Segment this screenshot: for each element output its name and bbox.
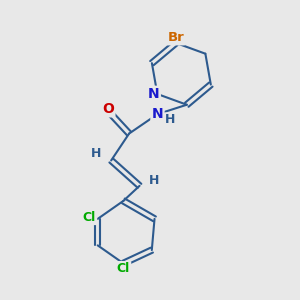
Text: Cl: Cl [117,262,130,275]
Text: Br: Br [167,31,184,44]
Text: H: H [149,174,160,187]
Text: H: H [165,113,175,126]
Text: H: H [91,147,101,161]
Text: N: N [148,87,160,101]
Text: N: N [152,107,163,121]
Text: Cl: Cl [83,211,96,224]
Text: O: O [102,102,114,116]
